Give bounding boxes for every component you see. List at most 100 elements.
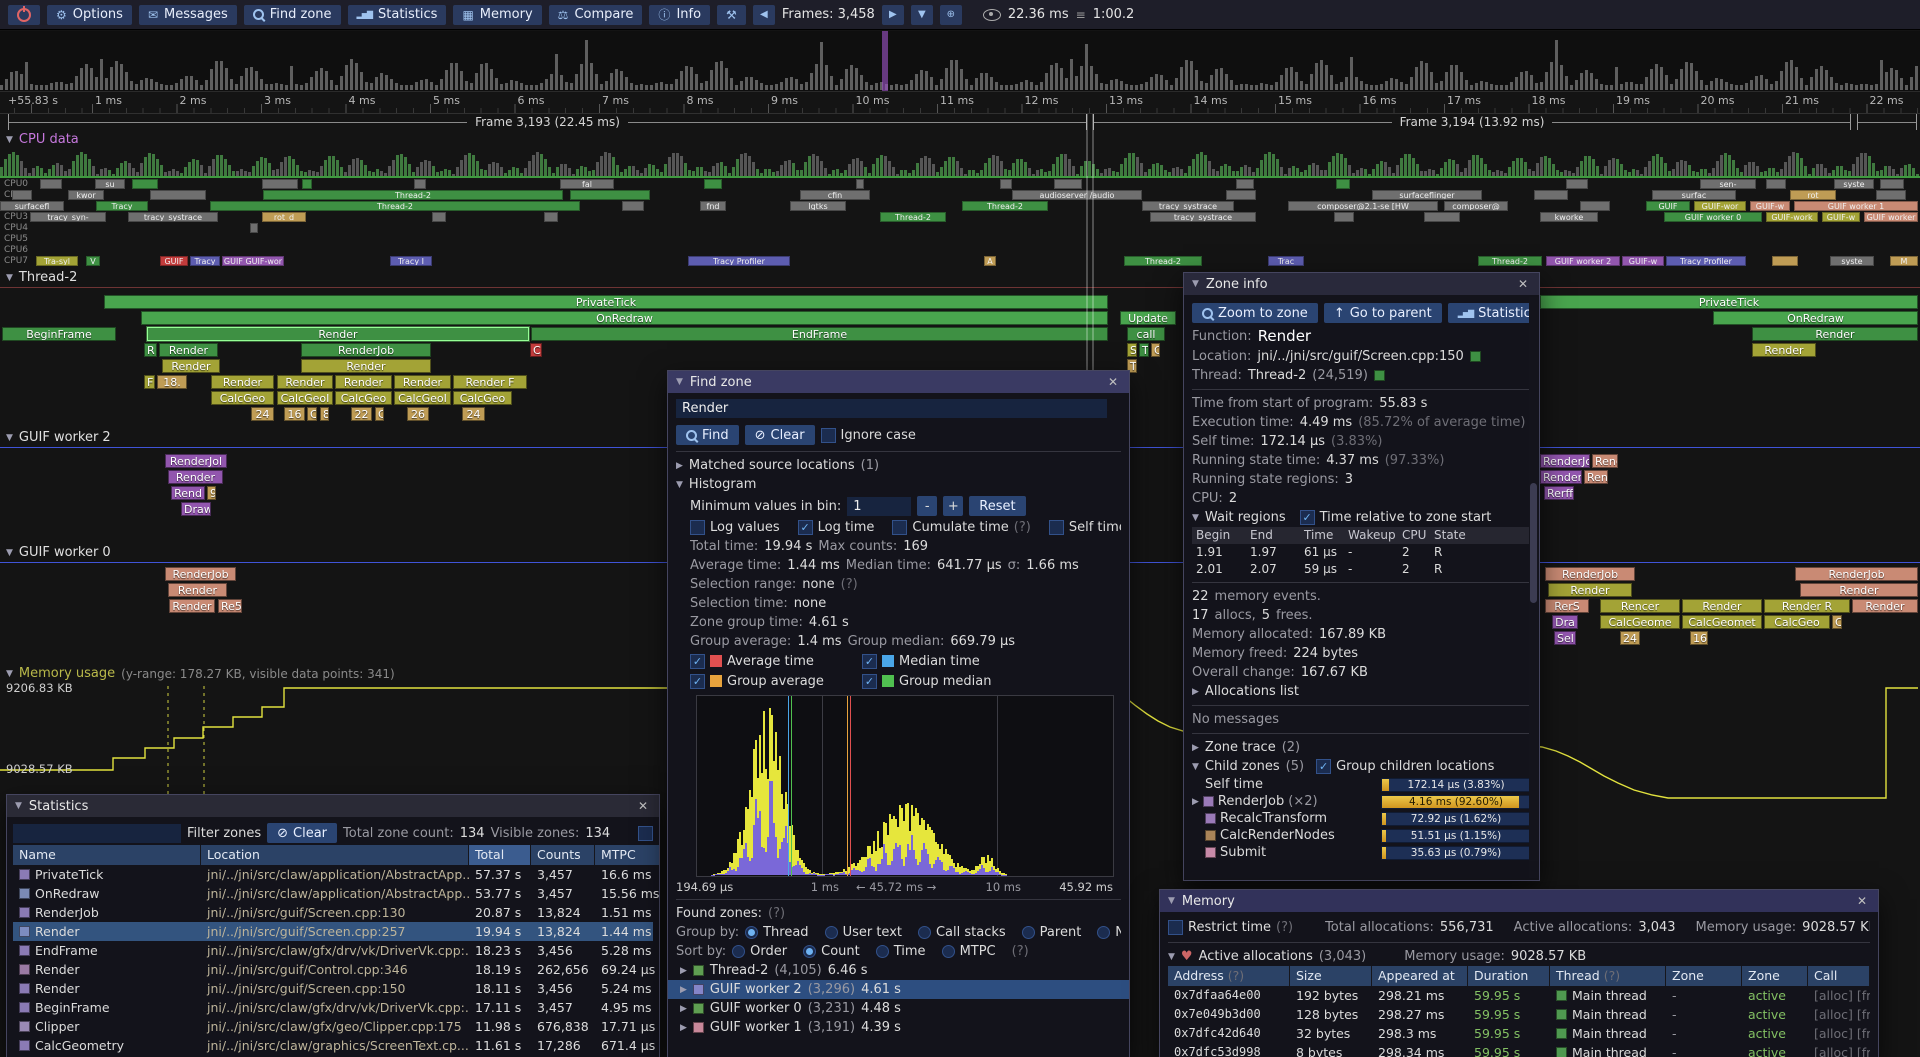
table-row[interactable]: BeginFrame jni/../jni/src/claw/gfx/drv/vk… <box>13 998 653 1017</box>
thread-header[interactable]: ▼ Thread-2 <box>6 270 77 286</box>
zone[interactable]: Render <box>1852 599 1918 613</box>
histogram-option-checkbox[interactable]: Cumulate time (?) <box>892 520 1031 535</box>
cpu-zone[interactable]: Thread-2 <box>210 201 580 211</box>
cpu-zone[interactable] <box>1226 190 1256 200</box>
cpu-zone[interactable]: Thread-2 <box>263 190 563 200</box>
collapse-icon[interactable]: ▼ <box>676 479 683 490</box>
cpu-zone[interactable] <box>302 179 312 189</box>
cpu-zone[interactable] <box>150 190 206 200</box>
call-stack-cell[interactable]: [alloc] [fre <box>1814 1026 1870 1041</box>
zone[interactable]: PrivateTick <box>1540 295 1918 309</box>
zone[interactable]: CalcGeomet <box>1682 615 1762 629</box>
zone[interactable]: RenderJo <box>1540 454 1590 468</box>
cpu-zone[interactable]: V <box>86 256 100 266</box>
zone[interactable]: Render <box>1540 470 1582 484</box>
group-children-checkbox[interactable]: ✓ Group children locations <box>1316 759 1494 774</box>
zone[interactable]: Render <box>159 343 218 357</box>
zone[interactable]: Render <box>162 359 220 373</box>
histogram-option-checkbox[interactable]: ✓ Log time <box>797 520 874 535</box>
cpu-zone[interactable]: GUIF-work <box>1766 212 1818 222</box>
table-row[interactable]: PrivateTick jni/../jni/src/claw/applicati… <box>13 865 653 884</box>
zone[interactable]: Render <box>168 583 227 597</box>
cpu-zone[interactable] <box>250 223 258 233</box>
find-button[interactable]: Find <box>676 425 739 445</box>
cpu-zone[interactable]: su <box>95 179 125 189</box>
zone[interactable]: CalcGeome <box>1600 615 1680 629</box>
column-header[interactable]: Location <box>201 845 469 865</box>
legend-checkbox[interactable]: ✓ Average time <box>690 651 850 671</box>
increment-button[interactable]: + <box>943 496 964 516</box>
power-button[interactable] <box>8 4 40 25</box>
cpu-zone[interactable] <box>1766 179 1786 189</box>
zone[interactable]: CalcGeo <box>453 391 512 405</box>
zone[interactable]: 26 <box>407 407 429 421</box>
cpu-zone[interactable]: Tracy Profiler <box>1666 256 1746 266</box>
legend-checkbox[interactable]: ✓ Group average <box>690 671 850 691</box>
statistics-option-checkbox[interactable] <box>638 825 653 841</box>
child-zone-row[interactable]: CalcRenderNodes 51.51 µs (1.15%) <box>1192 827 1531 844</box>
cpu-zone[interactable]: surfacefl <box>0 201 64 211</box>
frame-row[interactable]: Frame 3,193 (22.45 ms) Frame 3,194 (13.92… <box>0 114 1920 130</box>
zone[interactable]: R <box>144 343 157 357</box>
histogram-option-checkbox[interactable]: Self time(1.16%) <box>1048 520 1121 535</box>
zone[interactable]: CalcGeo <box>335 391 392 405</box>
cpu-zone[interactable]: GUIF-w <box>1622 256 1664 266</box>
histogram-option-checkbox[interactable]: Log values <box>690 520 780 535</box>
sort-by-option[interactable]: Time <box>875 944 926 959</box>
cpu-zone[interactable]: tracy_systrace <box>1142 201 1234 211</box>
allocation-row[interactable]: 0x7dfc53d998 8 bytes 298.34 ms 59.95 s Main … <box>1168 1043 1870 1057</box>
cpu-zone[interactable]: Thread-2 <box>1124 256 1202 266</box>
cpu-zone[interactable]: composer@ <box>1444 201 1508 211</box>
selected-frame-marker[interactable] <box>882 31 888 91</box>
zone[interactable]: 8 <box>320 407 329 421</box>
zone-trace-row[interactable]: ▶ Zone trace (2) <box>1192 738 1531 757</box>
table-row[interactable]: EndFrame jni/../jni/src/claw/gfx/drv/vk/D… <box>13 941 653 960</box>
allocations-list-row[interactable]: ▶ Allocations list <box>1192 682 1531 701</box>
zone[interactable]: Render <box>394 375 451 389</box>
zone[interactable]: RenderJob <box>165 567 236 581</box>
cpu-zone[interactable] <box>1236 179 1254 189</box>
cpu-zone[interactable] <box>570 190 650 200</box>
relative-time-checkbox[interactable]: ✓ Time relative to zone start <box>1299 510 1491 525</box>
call-stack-cell[interactable]: [alloc] [fre <box>1814 1007 1870 1022</box>
prev-frame-button[interactable]: ◀ <box>752 4 775 25</box>
center-view-button[interactable]: ⊕ <box>939 4 962 25</box>
zone[interactable]: CalcGeo <box>1764 615 1830 629</box>
cpu-zone[interactable]: GUIF <box>160 256 188 266</box>
zone[interactable]: Render <box>1752 327 1918 341</box>
zone[interactable]: BeginFrame <box>2 327 116 341</box>
min-bin-input[interactable]: 1 <box>847 496 912 516</box>
decrement-button[interactable]: - <box>917 496 938 516</box>
zone[interactable]: Render F <box>453 375 527 389</box>
zone-statistics-button[interactable]: ▂▅▇Statistics <box>1447 303 1531 323</box>
matched-locations-row[interactable]: ▶ Matched source locations (1) <box>676 456 1121 475</box>
close-icon[interactable]: ✕ <box>637 799 649 813</box>
cpu-zone[interactable]: surfac <box>1652 190 1736 200</box>
statistics-button[interactable]: ▂▅▇ Statistics <box>347 4 447 25</box>
group-by-option[interactable]: User text <box>824 925 902 940</box>
column-header[interactable]: Address (?) <box>1168 966 1290 986</box>
cpu-zone[interactable] <box>622 201 644 211</box>
cpu-zone[interactable]: sen- <box>1700 179 1756 189</box>
zone[interactable]: 24 <box>251 407 274 421</box>
zone[interactable]: 16 <box>1690 631 1708 645</box>
cpu-zone[interactable]: kworke <box>1540 212 1598 222</box>
address-cell[interactable]: 0x7e049b3d00 <box>1174 1007 1261 1021</box>
column-header[interactable]: Counts <box>531 845 595 865</box>
zone[interactable]: Render <box>1548 583 1632 597</box>
cpu-zone[interactable] <box>132 179 158 189</box>
table-row[interactable]: Render jni/../jni/src/guif/Control.cpp:34… <box>13 960 655 979</box>
sort-by-option[interactable]: MTPC <box>941 944 996 959</box>
zone[interactable]: call <box>1127 327 1165 341</box>
active-allocations-section[interactable]: ▼ ♥ Active allocations (3,043) Memory us… <box>1168 947 1870 966</box>
zone[interactable]: Rend <box>1592 454 1618 468</box>
cpu-zone[interactable]: tracy_systrace <box>1150 212 1256 222</box>
cpu-zone[interactable]: fal <box>560 179 614 189</box>
column-header[interactable]: Call stack <box>1808 966 1870 986</box>
info-button[interactable]: ⓘ Info <box>649 4 711 25</box>
zone[interactable]: Sel <box>1554 631 1576 645</box>
table-row[interactable]: Clipper jni/../jni/src/claw/gfx/geo/Clipp… <box>13 1017 655 1036</box>
collapse-icon[interactable]: ▼ <box>1168 951 1175 962</box>
histogram-section-row[interactable]: ▼ Histogram <box>676 475 1121 494</box>
zone[interactable]: RerS <box>1545 599 1589 613</box>
